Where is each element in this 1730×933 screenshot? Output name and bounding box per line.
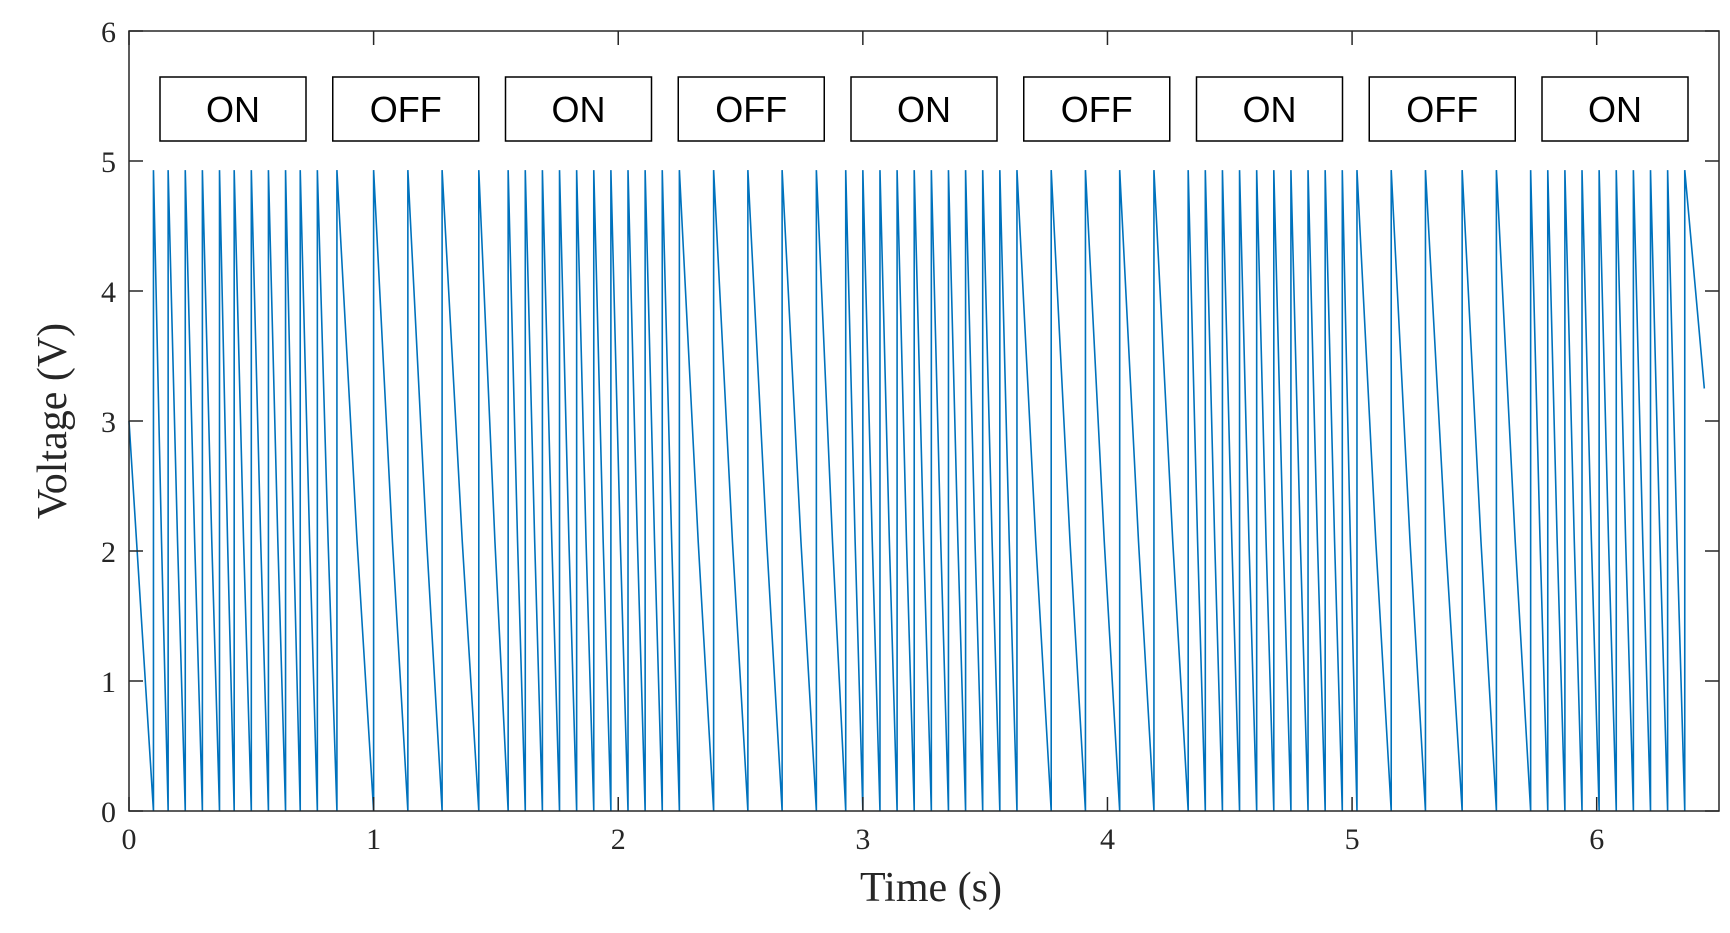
voltage-trace [128,170,1706,812]
y-tick-label: 4 [101,276,116,309]
state-box-label: OFF [715,89,787,130]
y-axis-title: Voltage (V) [30,323,76,519]
state-box-off: OFF [332,76,480,142]
state-box-frame [850,76,998,142]
y-tick-label: 0 [101,796,116,829]
state-box-on: ON [1541,76,1689,142]
state-box-frame [677,76,825,142]
state-box-frame [1541,76,1689,142]
y-tick-label: 5 [101,146,116,179]
state-box-on: ON [504,76,653,142]
x-tick-label: 3 [855,823,870,856]
x-tick-label: 2 [611,823,626,856]
x-tick-label: 6 [1589,823,1604,856]
axes: 0 1 2 3 4 5 6 0 1 2 3 4 5 6 [101,16,1720,856]
state-box-off: OFF [1368,76,1516,142]
state-box-label: OFF [370,89,442,130]
state-box-off: OFF [677,76,825,142]
state-box-frame [1368,76,1516,142]
state-box-frame [332,76,480,142]
state-labels: ON OFF ON OFF ON OFF ON OFF ON [159,76,1689,142]
state-box-frame [504,76,653,142]
state-box-label: ON [206,89,260,130]
voltage-series-line [128,170,1706,812]
y-tick-label: 1 [101,666,116,699]
state-box-label: OFF [1406,89,1478,130]
state-box-label: ON [1588,89,1642,130]
y-tick-label: 2 [101,536,116,569]
state-box-on: ON [159,76,307,142]
state-box-label: ON [552,89,606,130]
y-tick-label: 6 [101,16,116,49]
state-box-off: OFF [1023,76,1171,142]
y-tick-label: 3 [101,406,116,439]
state-box-on: ON [1195,76,1344,142]
state-box-frame [159,76,307,142]
x-tick-label: 0 [122,823,137,856]
state-box-label: OFF [1061,89,1133,130]
x-axis-title: Time (s) [860,865,1002,911]
x-tick-label: 5 [1345,823,1360,856]
state-box-frame [1023,76,1171,142]
state-box-label: ON [1243,89,1297,130]
state-box-label: ON [897,89,951,130]
plot-background [129,31,1719,811]
state-box-frame [1195,76,1344,142]
state-box-on: ON [850,76,998,142]
x-tick-label: 4 [1100,823,1115,856]
x-tick-label: 1 [366,823,381,856]
